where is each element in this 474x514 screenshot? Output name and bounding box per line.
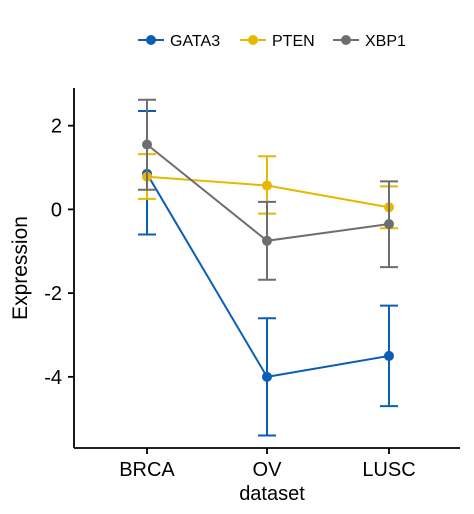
legend-item: PTEN xyxy=(240,33,315,50)
y-tick-label: 0 xyxy=(51,199,62,221)
y-tick-label: -2 xyxy=(44,283,62,305)
legend-label: GATA3 xyxy=(170,33,220,50)
legend-label: PTEN xyxy=(272,33,315,50)
x-axis-label: dataset xyxy=(239,483,305,505)
x-tick-label: OV xyxy=(253,459,283,481)
data-point xyxy=(262,371,272,382)
data-point xyxy=(262,180,272,191)
y-ticks: 2 0 -2 -4 xyxy=(44,116,74,389)
data-point xyxy=(262,235,272,246)
data-point xyxy=(142,139,152,150)
data-point xyxy=(384,219,394,230)
legend-point-key xyxy=(341,35,351,45)
series-xbp1 xyxy=(138,98,398,281)
legend-point-key xyxy=(248,35,258,45)
legend-label: XBP1 xyxy=(365,33,406,50)
x-tick-label: LUSC xyxy=(362,459,415,481)
series-layer xyxy=(138,98,398,437)
y-axis-label: Expression xyxy=(9,216,32,320)
y-tick-label: 2 xyxy=(51,116,62,138)
legend-point-key xyxy=(146,35,156,45)
legend-item: GATA3 xyxy=(138,33,220,50)
x-ticks: BRCA OV LUSC xyxy=(119,448,416,481)
x-tick-label: BRCA xyxy=(119,459,175,481)
data-point xyxy=(384,350,394,361)
y-tick-label: -4 xyxy=(44,367,62,389)
legend: GATA3 PTEN XBP1 xyxy=(138,33,406,50)
series-gata3 xyxy=(138,110,398,437)
legend-item: XBP1 xyxy=(333,33,406,50)
